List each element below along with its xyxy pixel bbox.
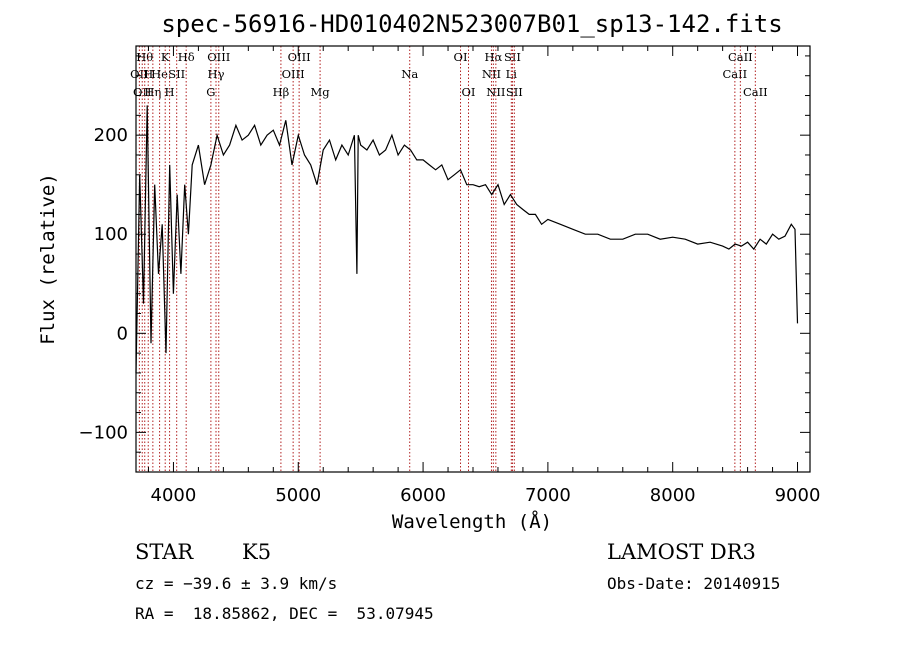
x-tick-label-5: 9000: [775, 485, 821, 506]
line-label-23: Li: [506, 67, 518, 81]
line-label-4: Hη: [144, 85, 161, 99]
x-tick-label-3: 7000: [525, 485, 571, 506]
chart-title: spec-56916-HD010402N523007B01_sp13-142.f…: [161, 10, 782, 38]
line-label-25: SII: [506, 85, 523, 99]
x-axis-label: Wavelength (Å): [392, 510, 552, 533]
y-tick-label-3: 200: [94, 125, 128, 146]
x-tick-label-4: 8000: [650, 485, 696, 506]
line-label-17: Na: [401, 67, 418, 81]
x-tick-label-0: 4000: [151, 485, 197, 506]
line-label-0: OII: [130, 67, 149, 81]
line-label-15: OIII: [288, 50, 311, 64]
spectrum-line: [135, 105, 799, 373]
line-label-5: He: [151, 67, 168, 81]
line-label-20: NII: [482, 67, 501, 81]
line-label-28: CaII: [743, 85, 768, 99]
line-label-6: K: [161, 50, 170, 64]
survey-label: LAMOST DR3: [607, 540, 756, 564]
x-tick-label-1: 5000: [275, 485, 321, 506]
line-label-19: OI: [462, 85, 476, 99]
line-label-13: Hβ: [273, 85, 290, 99]
line-label-24: SII: [504, 50, 521, 64]
y-tick-label-2: 100: [94, 224, 128, 245]
spectral-line-markers: OIIOIIHθHHηHeKHSIIHδGHγOIIIHβOIIIOIIIMgN…: [130, 46, 768, 472]
y-tick-label-1: 0: [117, 323, 128, 344]
object-class: STAR: [135, 540, 194, 564]
line-label-27: CaII: [728, 50, 753, 64]
plot-frame: [135, 45, 811, 473]
spectrum-plot: spec-56916-HD010402N523007B01_sp13-142.f…: [37, 10, 821, 533]
line-label-11: Hγ: [208, 67, 225, 81]
line-label-9: Hδ: [178, 50, 195, 64]
line-label-7: H: [165, 85, 175, 99]
line-label-21: Hα: [484, 50, 502, 64]
x-tick-label-2: 6000: [400, 485, 446, 506]
line-label-14: OIII: [282, 67, 305, 81]
axis-ticks: 4000 5000 6000 7000 8000 9000 −100 0 100 200: [79, 46, 821, 506]
coordinates: RA = 18.85862, DEC = 53.07945: [135, 604, 434, 623]
object-subclass: K5: [242, 540, 272, 564]
y-axis-label: Flux (relative): [37, 173, 59, 345]
line-label-22: NII: [486, 85, 505, 99]
line-label-3: H: [143, 67, 153, 81]
line-label-2: Hθ: [136, 50, 153, 64]
line-label-18: OI: [454, 50, 468, 64]
line-label-8: SII: [168, 67, 185, 81]
line-label-10: G: [206, 85, 215, 99]
line-label-16: Mg: [311, 85, 331, 99]
line-label-12: OIII: [207, 50, 230, 64]
line-label-26: CaII: [722, 67, 747, 81]
obs-date: Obs-Date: 20140915: [607, 574, 781, 593]
redshift-cz: cz = −39.6 ± 3.9 km/s: [135, 574, 338, 593]
y-tick-label-0: −100: [79, 422, 128, 443]
